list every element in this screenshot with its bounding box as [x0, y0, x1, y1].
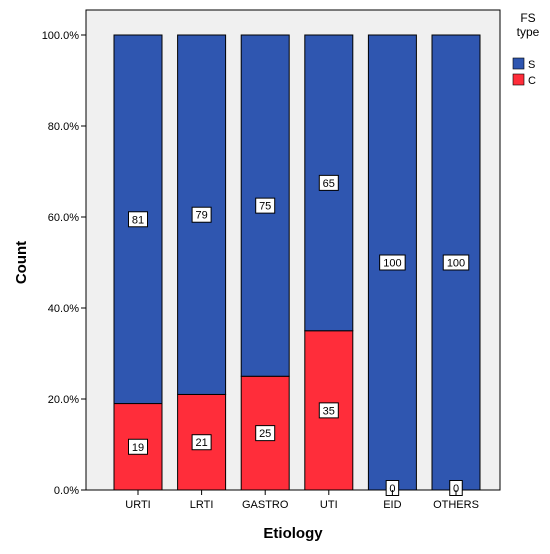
y-tick-label: 100.0% [42, 30, 80, 42]
data-labels-layer: 19 81 21 79 25 75 35 65 0 100 0 100 [128, 174, 470, 496]
legend-title-line: type [517, 25, 540, 39]
data-label-S-lrti: 79 [191, 206, 212, 223]
data-label-C-lrti: 21 [191, 434, 212, 451]
y-tick-label: 40.0% [48, 303, 79, 315]
svg-text:19: 19 [132, 442, 144, 454]
x-axis: URTI LRTI GASTRO UTI EID OTHERS [125, 490, 479, 511]
svg-text:0: 0 [453, 483, 459, 495]
x-tick-label-others: OTHERS [433, 499, 479, 511]
legend-item-S: S [512, 57, 535, 71]
data-label-S-others: 100 [442, 254, 470, 271]
svg-text:100: 100 [383, 258, 401, 270]
y-tick-label: 20.0% [48, 394, 79, 406]
svg-text:65: 65 [323, 178, 335, 190]
x-tick-label-lrti: LRTI [190, 499, 214, 511]
legend-title-line: FS [520, 11, 535, 25]
svg-text:25: 25 [259, 428, 271, 440]
svg-text:100: 100 [447, 258, 465, 270]
data-label-S-gastro: 75 [255, 197, 276, 214]
y-tick-label: 0.0% [54, 485, 79, 497]
x-tick-label-urti: URTI [125, 499, 150, 511]
y-tick-label: 60.0% [48, 212, 79, 224]
data-label-S-uti: 65 [318, 174, 339, 191]
x-tick-label-uti: UTI [320, 499, 338, 511]
svg-text:79: 79 [195, 210, 207, 222]
svg-text:75: 75 [259, 201, 271, 213]
x-tick-label-eid: EID [383, 499, 401, 511]
data-label-C-others: 0 [449, 480, 463, 496]
y-tick-label: 80.0% [48, 121, 79, 133]
svg-text:C: C [528, 75, 536, 87]
y-axis: 0.0% 20.0% 40.0% 60.0% 80.0% 100.0% [42, 30, 86, 497]
data-label-C-urti: 19 [128, 438, 148, 455]
data-label-C-uti: 35 [318, 402, 339, 419]
data-label-C-gastro: 25 [255, 425, 276, 442]
data-label-S-urti: 81 [128, 211, 148, 228]
x-axis-title: Etiology [263, 525, 323, 542]
bar-C-uti [304, 330, 354, 491]
data-label-C-eid: 0 [385, 480, 400, 496]
svg-text:S: S [528, 59, 535, 71]
svg-text:35: 35 [323, 405, 335, 417]
svg-text:81: 81 [132, 214, 144, 226]
legend-item-C: C [512, 73, 536, 87]
x-tick-label-gastro: GASTRO [242, 499, 289, 511]
svg-text:21: 21 [195, 437, 207, 449]
data-label-S-eid: 100 [379, 254, 406, 271]
y-axis-title: Count [13, 241, 30, 284]
svg-text:0: 0 [389, 483, 395, 495]
